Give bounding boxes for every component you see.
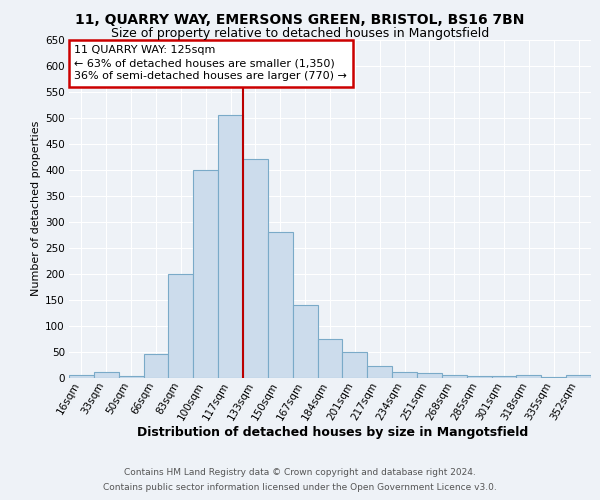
Bar — [467, 376, 491, 378]
Bar — [417, 374, 442, 378]
Bar — [94, 372, 119, 378]
Bar — [317, 338, 343, 378]
Bar — [392, 372, 417, 378]
Text: Distribution of detached houses by size in Mangotsfield: Distribution of detached houses by size … — [137, 426, 529, 439]
Y-axis label: Number of detached properties: Number of detached properties — [31, 121, 41, 296]
Bar — [541, 377, 566, 378]
Text: Contains public sector information licensed under the Open Government Licence v3: Contains public sector information licen… — [103, 483, 497, 492]
Bar — [193, 170, 218, 378]
Bar — [218, 116, 243, 378]
Bar — [343, 352, 367, 378]
Bar — [566, 375, 591, 378]
Bar — [367, 366, 392, 378]
Text: Size of property relative to detached houses in Mangotsfield: Size of property relative to detached ho… — [111, 28, 489, 40]
Text: Contains HM Land Registry data © Crown copyright and database right 2024.: Contains HM Land Registry data © Crown c… — [124, 468, 476, 477]
Bar — [293, 305, 317, 378]
Bar — [442, 375, 467, 378]
Bar — [143, 354, 169, 378]
Bar — [69, 375, 94, 378]
Bar — [119, 376, 143, 378]
Bar — [169, 274, 193, 378]
Bar — [243, 160, 268, 378]
Text: 11, QUARRY WAY, EMERSONS GREEN, BRISTOL, BS16 7BN: 11, QUARRY WAY, EMERSONS GREEN, BRISTOL,… — [76, 12, 524, 26]
Bar — [268, 232, 293, 378]
Text: 11 QUARRY WAY: 125sqm
← 63% of detached houses are smaller (1,350)
36% of semi-d: 11 QUARRY WAY: 125sqm ← 63% of detached … — [74, 45, 347, 82]
Bar — [491, 376, 517, 378]
Bar — [517, 375, 541, 378]
